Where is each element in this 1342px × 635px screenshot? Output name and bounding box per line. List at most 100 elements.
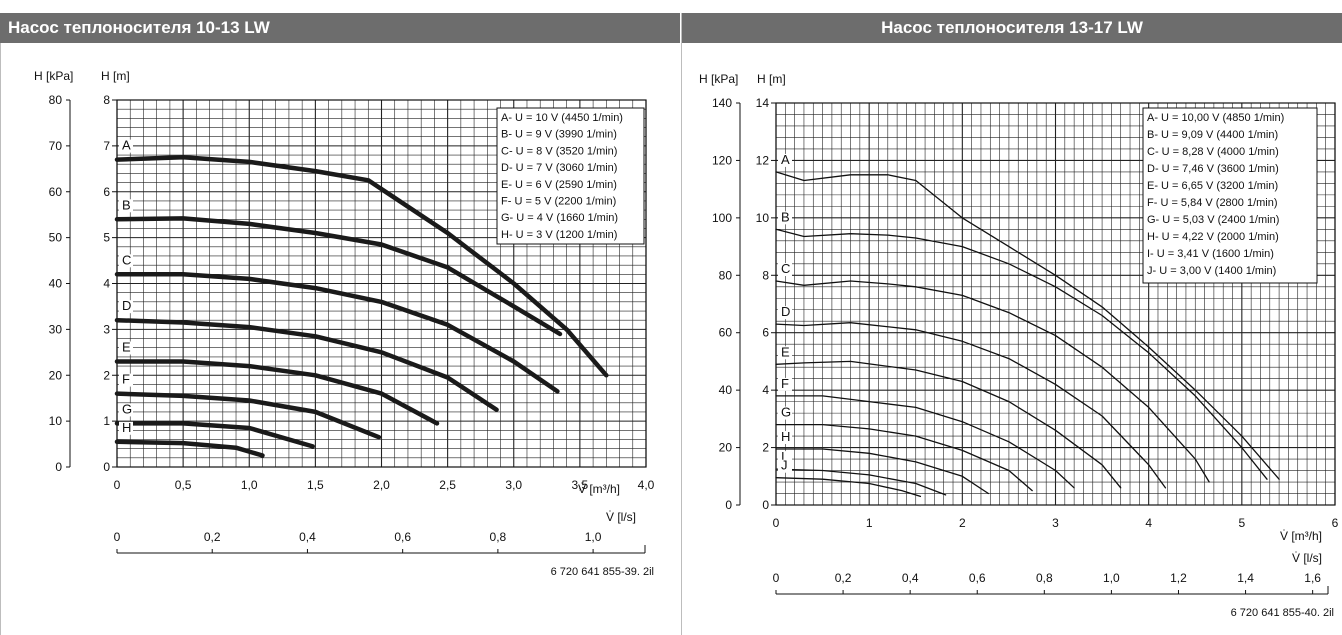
- legend-entry: H- U = 3 V (1200 1/min): [501, 229, 617, 241]
- kpa-tick-label: 80: [719, 268, 733, 282]
- curve-label-bg: [119, 421, 133, 435]
- kpa-tick-label: 40: [49, 277, 63, 291]
- curve-label-C: C: [781, 261, 790, 276]
- curve-label-I: I: [781, 449, 785, 464]
- curve-label-H: H: [781, 429, 790, 444]
- ls-tick-label: 0,2: [204, 530, 221, 544]
- ylabel-kpa: H [kPa]: [699, 72, 738, 86]
- kpa-tick-label: 10: [49, 414, 63, 428]
- panel-header-right: Насос теплоносителя 13-17 LW: [682, 13, 1342, 43]
- curve-label-A: A: [122, 138, 131, 153]
- ls-tick-label: 0,4: [299, 530, 316, 544]
- curve-label-bg: [778, 346, 792, 360]
- curve-label-C: C: [122, 252, 131, 267]
- curve-label-bg: [119, 403, 133, 417]
- kpa-tick-label: 60: [49, 185, 63, 199]
- m-tick-label: 8: [762, 268, 769, 282]
- legend-entry: D- U = 7 V (3060 1/min): [501, 162, 617, 174]
- curve-J: [775, 477, 922, 498]
- curve-label-bg: [119, 373, 133, 387]
- curve-G: [114, 421, 315, 449]
- kpa-tick-label: 70: [49, 139, 63, 153]
- ls-tick-label: 0: [114, 530, 121, 544]
- kpa-tick-label: 0: [55, 460, 62, 474]
- xlabel: V̇ [m³/h]: [578, 482, 620, 496]
- kpa-tick-label: 30: [49, 322, 63, 336]
- kpa-tick-label: 20: [719, 441, 733, 455]
- curve-label-bg: [778, 211, 792, 225]
- legend-entry: C- U = 8,28 V (4000 1/min): [1147, 146, 1279, 158]
- curve-label-bg: [778, 377, 792, 391]
- curve-F: [775, 395, 1075, 489]
- ls-tick-label: 0,8: [490, 530, 507, 544]
- x-tick-label: 0,5: [175, 478, 192, 492]
- legend-entry: H- U = 4,22 V (2000 1/min): [1147, 231, 1279, 243]
- xlabel-ls: V̇ [l/s]: [606, 510, 636, 524]
- x-tick-label: 3: [1052, 516, 1059, 530]
- curve-label-G: G: [781, 405, 791, 420]
- x-tick-label: 6: [1332, 516, 1339, 530]
- curve-C: [114, 272, 560, 394]
- legend-entry: F- U = 5,84 V (2800 1/min): [1147, 197, 1278, 209]
- m-tick-label: 2: [762, 441, 769, 455]
- curve-A: [114, 155, 609, 378]
- figure-code: 6 720 641 855-39. 2il: [551, 566, 654, 578]
- x-tick-label: 5: [1238, 516, 1245, 530]
- x-tick-label: 1: [866, 516, 873, 530]
- legend-entry: F- U = 5 V (2200 1/min): [501, 196, 616, 208]
- m-tick-label: 8: [103, 93, 110, 107]
- curve-label-bg: [778, 406, 792, 420]
- curve-I: [775, 468, 947, 496]
- kpa-tick-label: 140: [712, 96, 732, 110]
- m-tick-label: 6: [103, 185, 110, 199]
- x-tick-label: 3,0: [505, 478, 522, 492]
- ylabel-m: H [m]: [101, 69, 130, 83]
- m-tick-label: 0: [103, 460, 110, 474]
- ls-tick-label: 0,6: [394, 530, 411, 544]
- legend-entry: A- U = 10 V (4450 1/min): [501, 112, 623, 124]
- kpa-tick-label: 50: [49, 231, 63, 245]
- m-tick-label: 10: [756, 211, 770, 225]
- panel-divider: [681, 13, 682, 635]
- curve-label-A: A: [781, 152, 790, 167]
- x-tick-label: 0: [773, 516, 780, 530]
- curve-H: [114, 439, 265, 458]
- curve-label-B: B: [781, 209, 790, 224]
- kpa-tick-label: 120: [712, 153, 732, 167]
- kpa-tick-label: 100: [712, 211, 732, 225]
- curve-label-H: H: [122, 420, 131, 435]
- kpa-tick-label: 0: [725, 498, 732, 512]
- legend-entry: E- U = 6,65 V (3200 1/min): [1147, 180, 1278, 192]
- legend-entry: J- U = 3,00 V (1400 1/min): [1147, 265, 1276, 277]
- curve-label-bg: [119, 139, 133, 153]
- kpa-tick-label: 20: [49, 368, 63, 382]
- legend-entry: A- U = 10,00 V (4850 1/min): [1147, 112, 1284, 124]
- left-border: [0, 43, 1, 635]
- curve-label-bg: [119, 254, 133, 268]
- ylabel-m: H [m]: [757, 72, 786, 86]
- kpa-tick-label: 40: [719, 383, 733, 397]
- curve-B: [114, 216, 563, 337]
- xlabel-ls: V̇ [l/s]: [1292, 551, 1322, 565]
- curve-label-G: G: [122, 401, 132, 416]
- m-tick-label: 6: [762, 326, 769, 340]
- m-tick-label: 1: [103, 414, 110, 428]
- ls-tick-label: 1,0: [1103, 571, 1120, 585]
- legend-entry: I- U = 3,41 V (1600 1/min): [1147, 248, 1274, 260]
- curve-label-E: E: [781, 344, 790, 359]
- legend-entry: G- U = 4 V (1660 1/min): [501, 212, 618, 224]
- curve-label-bg: [778, 153, 792, 167]
- ls-tick-label: 0,8: [1036, 571, 1053, 585]
- ls-tick-label: 1,6: [1304, 571, 1321, 585]
- curve-G: [775, 423, 1033, 492]
- curve-label-bg: [778, 263, 792, 277]
- curve-C: [775, 280, 1210, 483]
- ylabel-kpa: H [kPa]: [34, 69, 73, 83]
- legend: A- U = 10,00 V (4850 1/min) B- U = 9,09 V…: [1142, 107, 1318, 284]
- x-tick-label: 2: [959, 516, 966, 530]
- curve-D: [114, 317, 499, 412]
- curve-label-bg: [119, 341, 133, 355]
- curve-label-E: E: [122, 339, 131, 354]
